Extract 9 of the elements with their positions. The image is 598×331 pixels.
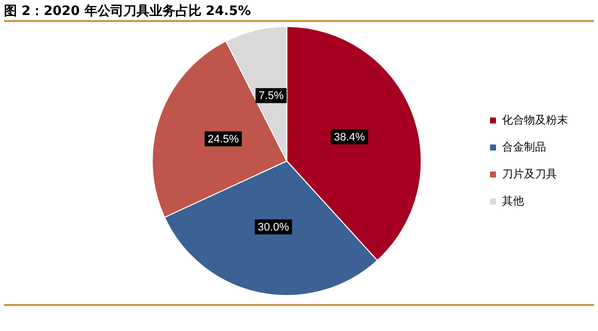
data-label: 7.5% — [258, 90, 284, 102]
chart-title: 图 2：2020 年公司刀具业务占比 24.5% — [4, 3, 251, 20]
legend-label: 化合物及粉末 — [502, 113, 568, 126]
legend-label: 合金制品 — [502, 140, 546, 154]
legend-label: 刀片及刀具 — [502, 167, 557, 180]
legend-label: 其他 — [502, 194, 524, 208]
data-label: 30.0% — [258, 221, 290, 234]
data-label: 24.5% — [208, 133, 240, 146]
data-label: 38.4% — [334, 131, 366, 144]
